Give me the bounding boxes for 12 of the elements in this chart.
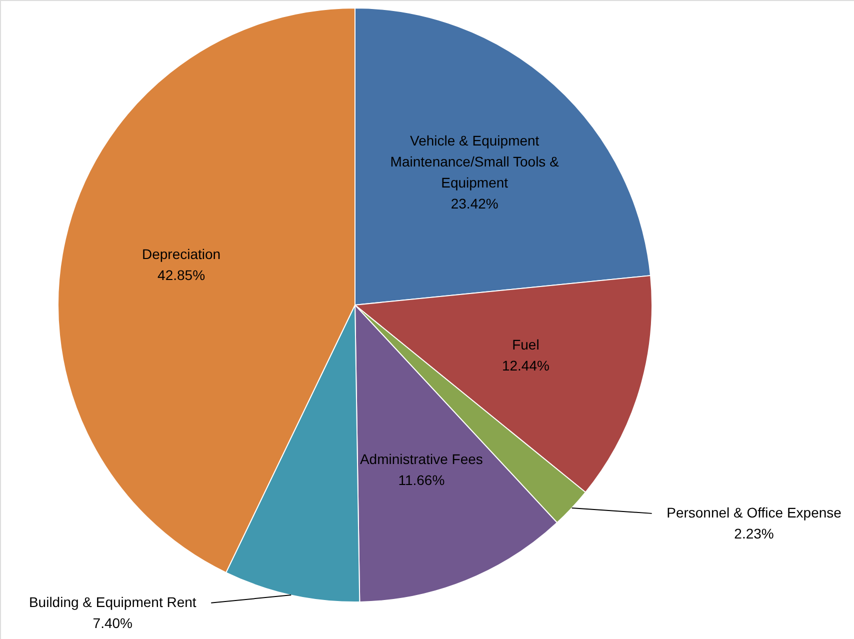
data-label: 23.42%	[450, 195, 498, 212]
slice-label: Building & Equipment Rent	[28, 594, 196, 610]
slice-label: Administrative Fees	[360, 450, 483, 467]
data-label: 2.23%	[734, 525, 774, 542]
data-label: 7.40%	[92, 614, 132, 631]
slice-label: Fuel	[512, 336, 540, 353]
data-label: 42.85%	[158, 266, 206, 283]
slice-label: Personnel & Office Expense	[666, 504, 842, 520]
slice-label: Vehicle & Equipment Maintenance/Small Tools & Equipment	[390, 132, 560, 190]
slice-label: Depreciation	[142, 246, 221, 262]
data-label: 12.44%	[502, 358, 550, 374]
data-label: 11.66%	[398, 472, 445, 488]
